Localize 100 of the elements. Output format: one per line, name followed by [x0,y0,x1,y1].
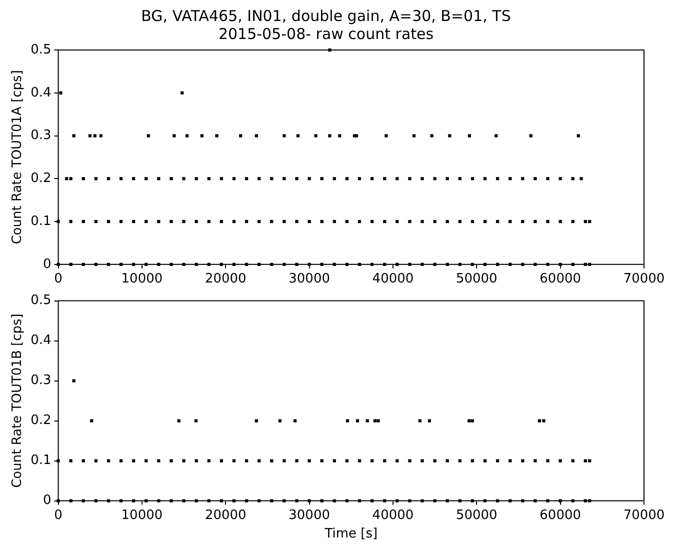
point [534,177,537,180]
x-axis-title: Time [s] [324,526,378,542]
point [584,220,587,224]
point [420,177,424,180]
point [177,419,180,422]
point [328,48,332,52]
point [232,220,236,224]
point [571,262,574,266]
y-axis-title: Count Rate TOUT01B [cps] [10,314,26,488]
point [294,419,297,422]
point [295,177,298,180]
point [546,262,550,266]
x-tick-label: 0 [54,272,62,287]
point [558,499,562,502]
point [458,262,462,266]
point [170,262,173,266]
point [584,262,587,266]
point [106,177,110,180]
point [172,134,176,138]
point [446,177,449,180]
point [282,220,286,224]
x-tick-label: 20000 [204,508,246,523]
point [144,177,148,180]
point [448,134,452,138]
point [483,262,487,266]
point [571,220,574,224]
point [282,177,286,180]
point [546,459,550,462]
point [332,499,336,502]
point [69,177,72,180]
point [558,220,562,224]
point [383,177,386,180]
point [538,419,542,422]
point [220,459,223,462]
point [296,134,300,138]
point [232,499,236,502]
point [370,499,374,502]
point [420,459,424,462]
point [270,459,274,462]
point [346,419,350,422]
point [396,459,399,462]
point [72,134,76,138]
point [282,134,286,138]
point [56,459,60,462]
point [496,459,500,462]
point [320,177,324,180]
point [588,262,592,266]
point [99,134,102,138]
point [458,177,462,180]
point [328,134,332,138]
point [345,177,349,180]
point [420,220,424,224]
y-tick-label: 0.5 [30,42,52,58]
point [82,220,85,224]
point [521,499,524,502]
point [420,262,424,266]
point [170,499,173,502]
point [94,262,98,266]
point [119,262,123,266]
point [508,262,512,266]
point [82,177,85,180]
point [496,220,500,224]
point [314,134,318,138]
point [458,499,462,502]
point [180,91,184,94]
x-tick-label: 0 [54,508,62,523]
point [59,91,62,94]
y-tick-label: 0.1 [30,214,52,229]
point [383,262,386,266]
y-tick-label: 0.2 [30,171,52,186]
point [278,419,282,422]
chart-subtitle: 2015-05-08- raw count rates [218,24,434,43]
point [433,177,436,180]
point [470,220,474,224]
point [332,220,336,224]
point [157,499,160,502]
point [320,499,324,502]
point [446,220,449,224]
point [90,419,94,422]
point [496,177,500,180]
point [383,459,386,462]
point [132,177,136,180]
y-tick-label: 0 [42,493,52,508]
point [185,134,189,138]
point [508,459,512,462]
point [295,499,298,502]
point [534,499,537,502]
point [270,220,274,224]
point [93,134,96,138]
point [295,459,298,462]
point [94,459,98,462]
x-tick-label: 50000 [456,272,498,287]
point [132,499,136,502]
point [433,499,436,502]
point [244,177,248,180]
point [521,220,524,224]
point [358,499,362,502]
point [358,459,362,462]
point [358,220,362,224]
point [207,459,210,462]
